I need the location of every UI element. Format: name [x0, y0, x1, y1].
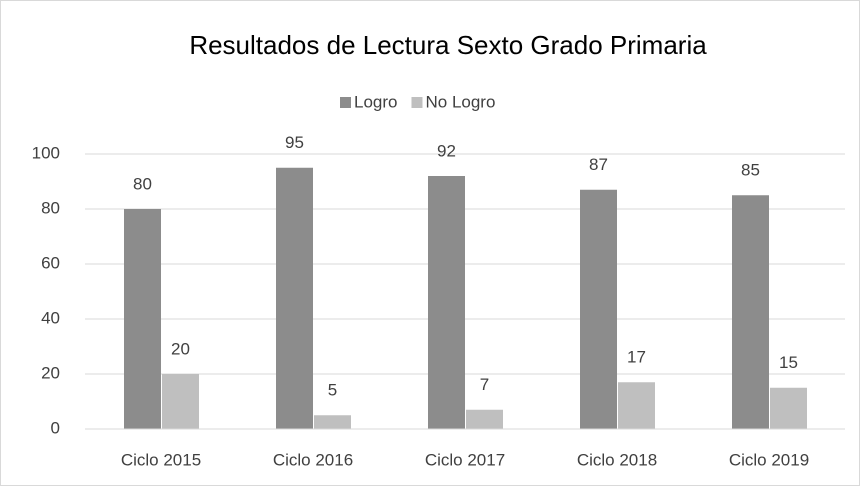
bar	[314, 415, 351, 429]
data-label: 92	[437, 141, 456, 160]
data-label: 7	[480, 375, 489, 394]
bar	[162, 374, 199, 429]
bar	[732, 195, 769, 429]
data-label: 95	[285, 133, 304, 152]
x-tick-label: Ciclo 2017	[425, 450, 505, 469]
data-label: 87	[589, 155, 608, 174]
legend-swatch	[340, 97, 351, 108]
data-label: 80	[133, 174, 152, 193]
y-tick-label: 20	[41, 363, 60, 382]
y-tick-label: 100	[32, 143, 60, 162]
data-label: 85	[741, 161, 760, 180]
legend-label: Logro	[354, 92, 397, 111]
x-tick-label: Ciclo 2016	[273, 450, 353, 469]
chart-title: Resultados de Lectura Sexto Grado Primar…	[189, 30, 707, 60]
bar	[124, 209, 161, 429]
x-tick-label: Ciclo 2018	[577, 450, 657, 469]
bar	[428, 176, 465, 429]
data-label: 5	[328, 381, 337, 400]
bar	[618, 382, 655, 429]
bar	[466, 409, 503, 429]
y-tick-label: 0	[51, 418, 60, 437]
data-label: 17	[627, 348, 646, 367]
legend-swatch	[411, 97, 423, 108]
x-tick-label: Ciclo 2015	[121, 450, 201, 469]
data-label: 20	[171, 339, 190, 358]
bar	[276, 167, 313, 429]
y-tick-label: 60	[41, 253, 60, 272]
bar	[580, 189, 617, 429]
data-label: 15	[779, 353, 798, 372]
y-tick-label: 80	[41, 198, 60, 217]
x-tick-label: Ciclo 2019	[729, 450, 809, 469]
legend-label: No Logro	[425, 92, 495, 111]
y-tick-label: 40	[41, 308, 60, 327]
bar	[770, 387, 807, 429]
